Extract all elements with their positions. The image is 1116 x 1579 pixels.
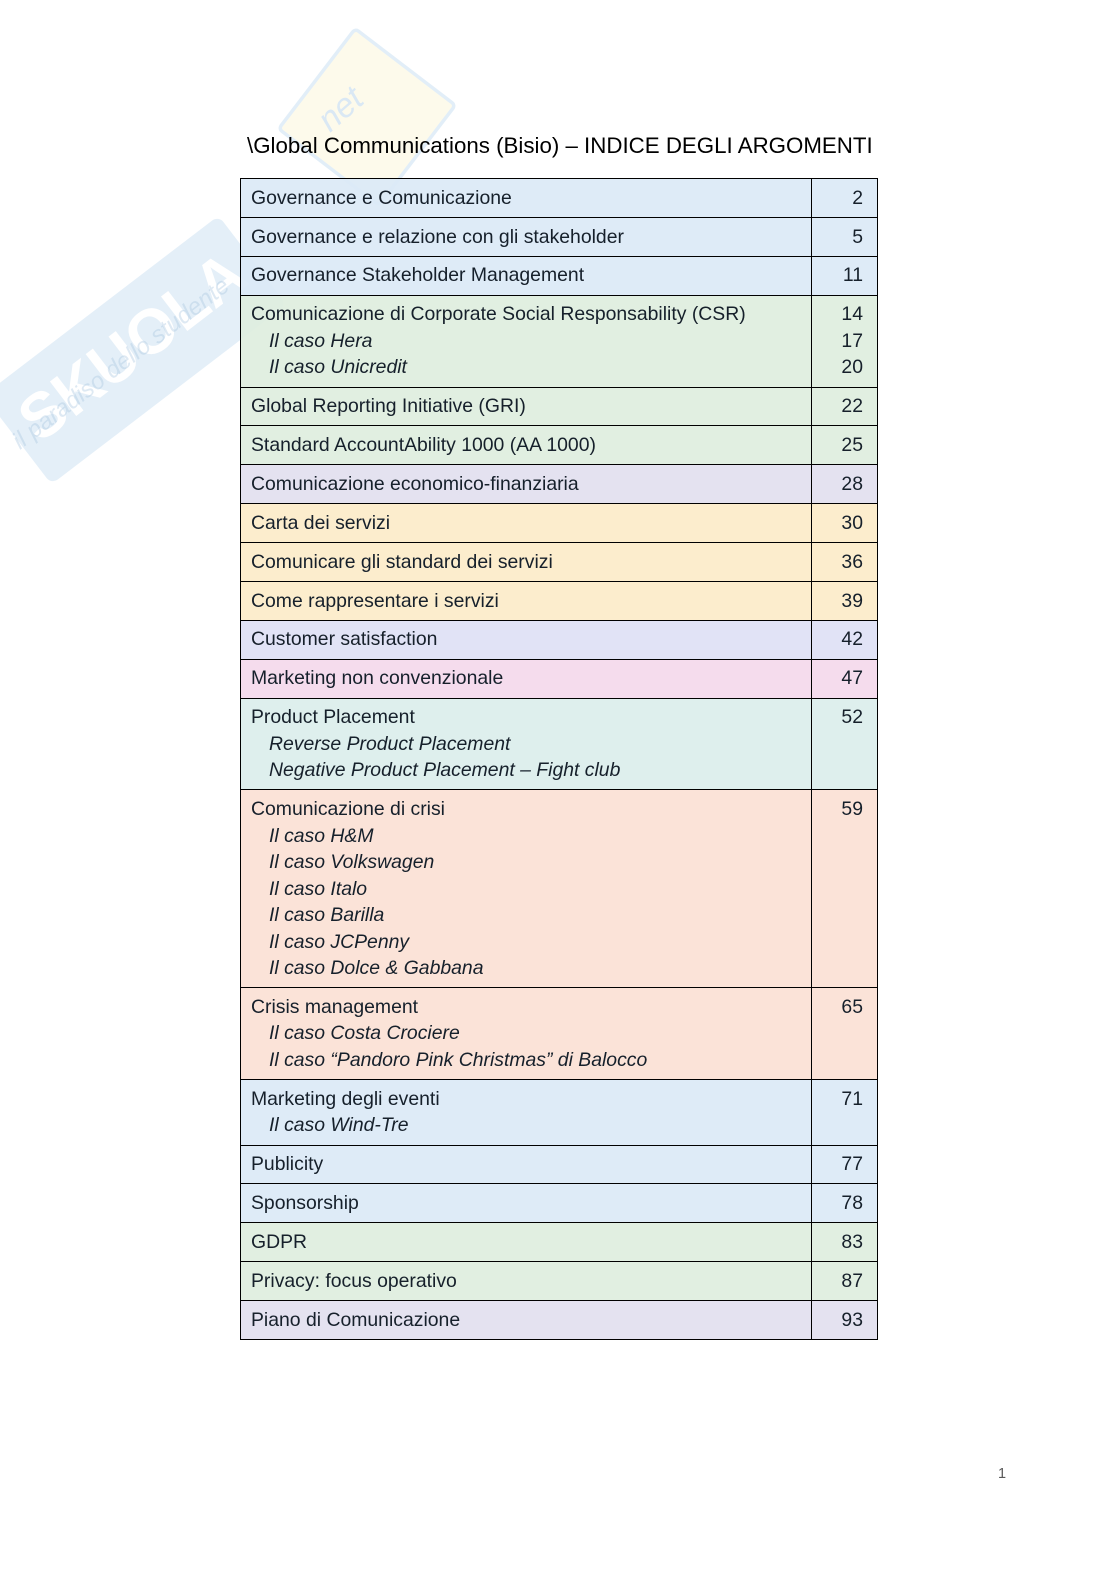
svg-text:il paradiso dello studente: il paradiso dello studente — [7, 272, 234, 455]
svg-text:SKUOLA: SKUOLA — [5, 238, 259, 455]
svg-text:net: net — [310, 78, 372, 139]
